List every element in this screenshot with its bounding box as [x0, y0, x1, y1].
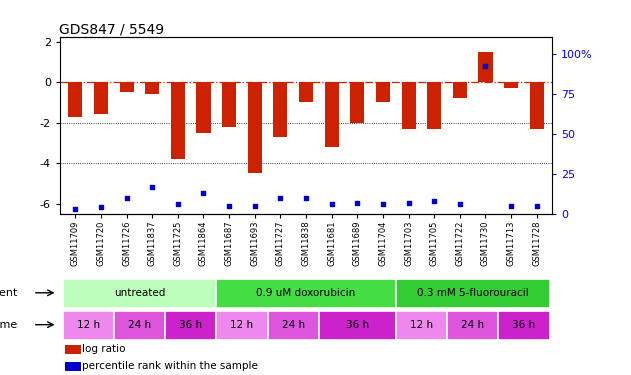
Bar — [145, 82, 159, 94]
Bar — [65, 362, 81, 371]
Text: 36 h: 36 h — [512, 320, 536, 330]
Text: 0.9 uM doxorubicin: 0.9 uM doxorubicin — [256, 288, 356, 298]
Text: 24 h: 24 h — [461, 320, 484, 330]
Bar — [427, 82, 441, 129]
Bar — [248, 82, 262, 173]
Bar — [401, 82, 416, 129]
Text: 24 h: 24 h — [281, 320, 305, 330]
Text: GDS847 / 5549: GDS847 / 5549 — [59, 22, 165, 36]
Point — [173, 201, 183, 207]
Text: 0.3 mM 5-fluorouracil: 0.3 mM 5-fluorouracil — [417, 288, 529, 298]
Bar — [478, 52, 493, 82]
Bar — [62, 311, 114, 340]
Point — [506, 203, 516, 209]
Point — [96, 204, 106, 210]
Text: untreated: untreated — [114, 288, 165, 298]
Point — [122, 195, 132, 201]
Bar — [65, 345, 81, 354]
Bar — [376, 82, 390, 102]
Text: 36 h: 36 h — [346, 320, 369, 330]
Text: 36 h: 36 h — [179, 320, 203, 330]
Text: agent: agent — [0, 288, 18, 298]
Bar — [222, 82, 236, 127]
Point — [275, 195, 285, 201]
Text: log ratio: log ratio — [82, 344, 126, 354]
Point — [250, 203, 260, 209]
Bar — [319, 311, 396, 340]
Bar — [498, 311, 550, 340]
Point — [70, 206, 80, 212]
Bar — [94, 82, 108, 114]
Point — [404, 200, 414, 206]
Point — [532, 203, 542, 209]
Point — [147, 183, 157, 189]
Bar — [114, 311, 165, 340]
Bar — [62, 279, 216, 308]
Bar — [268, 311, 319, 340]
Bar — [216, 311, 268, 340]
Text: 12 h: 12 h — [230, 320, 254, 330]
Bar — [324, 82, 339, 147]
Point — [352, 200, 362, 206]
Bar — [299, 82, 313, 102]
Bar — [504, 82, 518, 88]
Bar — [350, 82, 364, 123]
Text: percentile rank within the sample: percentile rank within the sample — [82, 361, 258, 371]
Bar — [68, 82, 83, 117]
Point — [378, 201, 388, 207]
Bar — [529, 82, 544, 129]
Point — [198, 190, 208, 196]
Bar — [216, 279, 396, 308]
Point — [455, 201, 465, 207]
Bar — [396, 311, 447, 340]
Bar — [447, 311, 498, 340]
Point — [224, 203, 234, 209]
Point — [429, 198, 439, 204]
Text: time: time — [0, 320, 18, 330]
Bar — [396, 279, 550, 308]
Bar — [171, 82, 185, 159]
Bar — [119, 82, 134, 92]
Bar — [453, 82, 467, 98]
Text: 12 h: 12 h — [76, 320, 100, 330]
Point — [480, 63, 490, 69]
Point — [327, 201, 337, 207]
Point — [301, 195, 311, 201]
Bar — [196, 82, 211, 133]
Bar — [273, 82, 288, 137]
Bar — [165, 311, 216, 340]
Text: 24 h: 24 h — [128, 320, 151, 330]
Text: 12 h: 12 h — [410, 320, 433, 330]
